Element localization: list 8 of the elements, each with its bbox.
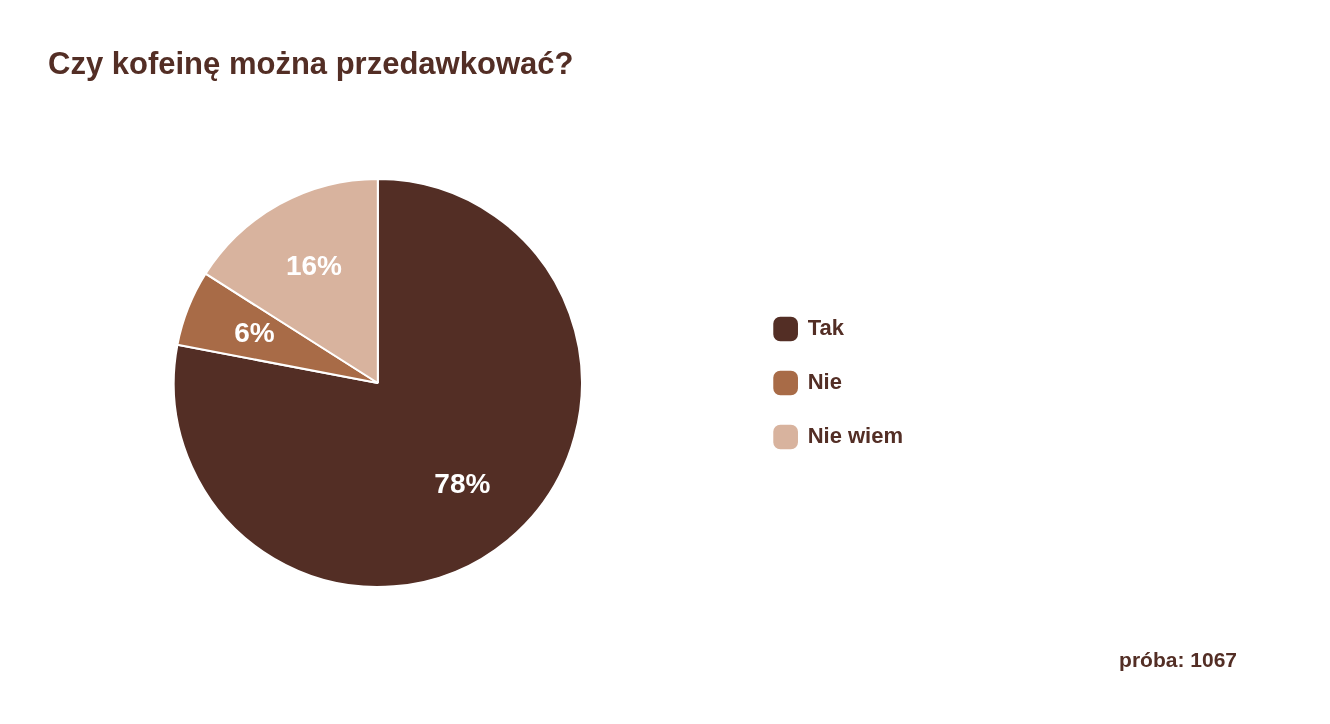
data-label: 78%: [434, 467, 491, 499]
data-label: 16%: [285, 249, 343, 281]
legend-label: Nie: [807, 369, 842, 395]
legend-label: Tak: [807, 315, 845, 341]
legend-label: Nie wiem: [807, 423, 904, 449]
text: próba: 1067: [1119, 648, 1237, 672]
data-label: 6%: [234, 316, 275, 348]
chart-title: Czy kofeinę można przedawkować?: [48, 46, 574, 82]
